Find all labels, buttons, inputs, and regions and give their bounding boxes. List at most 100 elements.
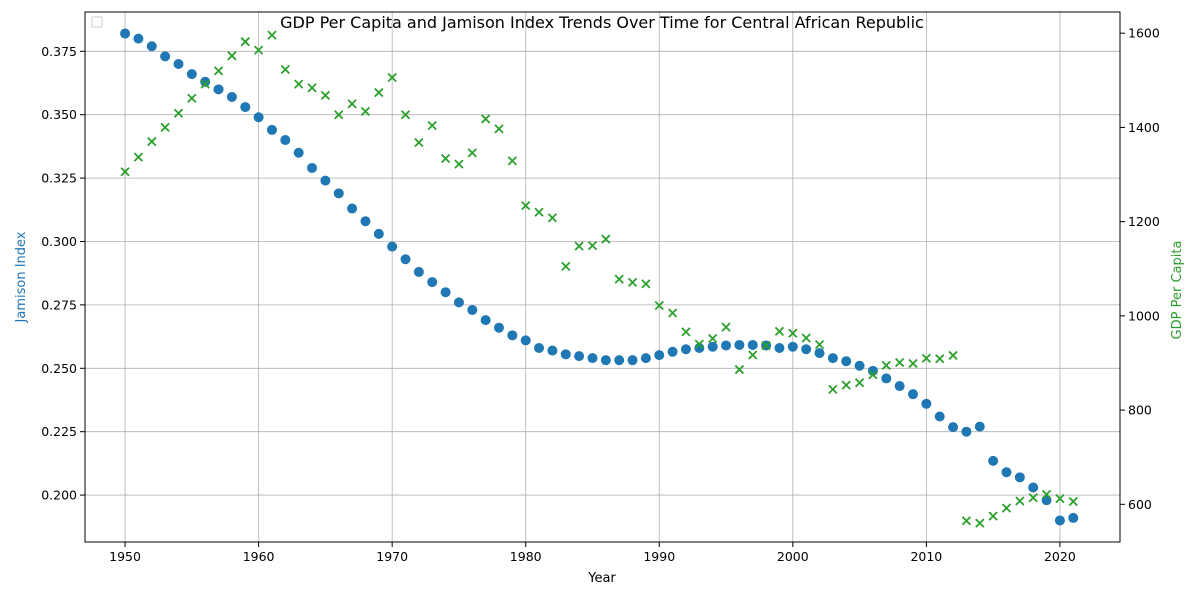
gdp-per-capita-point [975, 518, 985, 528]
jamison-index-point [133, 33, 144, 44]
gdp-per-capita-point [814, 339, 825, 350]
jamison-index-point [574, 351, 585, 362]
gdp-per-capita-point [320, 90, 331, 101]
jamison-index-point [747, 339, 758, 350]
jamison-index-point [320, 175, 331, 186]
gdp-per-capita-point [400, 110, 411, 120]
gdp-per-capita-point [681, 327, 691, 337]
jamison-index-point [814, 348, 825, 359]
x-tick-label: 1950 [109, 549, 141, 564]
jamison-index-point [961, 426, 972, 437]
jamison-index-point [974, 421, 985, 432]
left-y-tick-label: 0.350 [41, 107, 77, 122]
gdp-per-capita-point [240, 37, 250, 47]
jamison-index-point [440, 287, 451, 298]
jamison-index-point [894, 381, 905, 392]
gdp-per-capita-point [374, 87, 384, 98]
jamison-index-point [1054, 515, 1065, 526]
x-tick-label: 1970 [376, 549, 408, 564]
gdp-per-capita-point [227, 51, 237, 61]
gdp-per-capita-point [854, 378, 865, 388]
gdp-per-capita-point [921, 353, 931, 363]
jamison-index-point [547, 345, 558, 356]
jamison-index-point [427, 277, 438, 288]
right-y-tick-label: 600 [1128, 497, 1152, 512]
left-y-tick-label: 0.275 [41, 297, 77, 312]
gdp-per-capita-point [561, 261, 571, 272]
jamison-index-point [908, 389, 918, 400]
jamison-index-point [934, 411, 945, 422]
gdp-per-capita-point [414, 137, 424, 148]
chart-title: GDP Per Capita and Jamison Index Trends … [280, 13, 924, 32]
left-y-tick-label: 0.300 [41, 234, 77, 249]
right-y-tick-label: 1400 [1128, 120, 1160, 135]
gdp-per-capita-point [187, 93, 197, 103]
gdp-per-capita-point [280, 64, 290, 75]
jamison-index-point [507, 330, 518, 341]
right-y-tick-label: 1000 [1128, 308, 1160, 323]
gdp-per-capita-point [147, 136, 157, 147]
gdp-per-capita-point [694, 339, 704, 349]
jamison-index-point [587, 353, 598, 364]
right-y-axis-label: GDP Per Capita [1170, 241, 1185, 340]
gdp-per-capita-point [881, 360, 891, 370]
gdp-per-capita-point [360, 106, 371, 117]
gdp-per-capita-point [721, 322, 731, 332]
gdp-per-capita-point [1028, 493, 1038, 503]
jamison-index-point [1068, 512, 1079, 523]
jamison-index-point [680, 344, 691, 355]
gdp-per-capita-series [120, 30, 1078, 528]
jamison-index-series [120, 28, 1079, 526]
jamison-index-point [200, 76, 211, 87]
jamison-index-point [307, 162, 318, 173]
gdp-per-capita-point [200, 79, 210, 89]
jamison-index-point [173, 58, 184, 69]
gdp-per-capita-point [801, 333, 811, 343]
gdp-per-capita-point [641, 279, 651, 289]
gdp-per-capita-point [587, 241, 598, 251]
jamison-index-point [854, 360, 865, 371]
x-tick-label: 1980 [510, 549, 542, 564]
jamison-index-point [734, 339, 745, 350]
x-tick-label: 2010 [910, 549, 942, 564]
jamison-index-point [707, 341, 718, 352]
gdp-per-capita-point [507, 156, 517, 166]
jamison-index-point [146, 41, 157, 52]
gdp-per-capita-point [708, 333, 718, 344]
gdp-per-capita-point [1041, 489, 1052, 500]
jamison-index-point [921, 398, 932, 409]
left-y-tick-label: 0.375 [41, 44, 77, 59]
empty-legend-box [91, 16, 103, 28]
gdp-per-capita-point [454, 159, 464, 169]
gdp-per-capita-point [828, 384, 838, 394]
jamison-index-point [494, 322, 504, 333]
jamison-index-point [801, 344, 812, 355]
right-y-tick-label: 1600 [1128, 26, 1160, 41]
jamison-index-point [721, 340, 732, 351]
right-y-axis-ticks: 600 800 1000 1200 1400 1600 [1120, 26, 1160, 512]
jamison-index-point [467, 304, 478, 315]
gdp-per-capita-point [988, 511, 998, 521]
gdp-per-capita-point [440, 153, 451, 164]
gdp-per-capita-point [574, 241, 584, 251]
gdp-per-capita-point [347, 99, 357, 109]
jamison-index-point [413, 266, 424, 277]
jamison-index-point [881, 373, 892, 384]
jamison-index-point [280, 135, 291, 146]
jamison-index-point [948, 422, 959, 433]
jamison-index-point [347, 203, 358, 214]
left-y-tick-label: 0.250 [41, 361, 77, 376]
gdp-per-capita-point [1001, 503, 1012, 513]
gdp-per-capita-point [294, 79, 304, 89]
gdp-per-capita-point [213, 66, 224, 76]
jamison-index-point [774, 343, 785, 354]
jamison-index-point [787, 341, 798, 352]
gdp-per-capita-point [253, 45, 264, 55]
plot-frame [84, 11, 1121, 543]
gdp-per-capita-point [868, 370, 878, 380]
jamison-index-point [1028, 482, 1039, 493]
left-y-tick-label: 0.225 [41, 424, 77, 439]
x-tick-label: 2020 [1044, 549, 1076, 564]
gdp-per-capita-point [788, 328, 798, 338]
gdp-per-capita-point [160, 122, 170, 133]
